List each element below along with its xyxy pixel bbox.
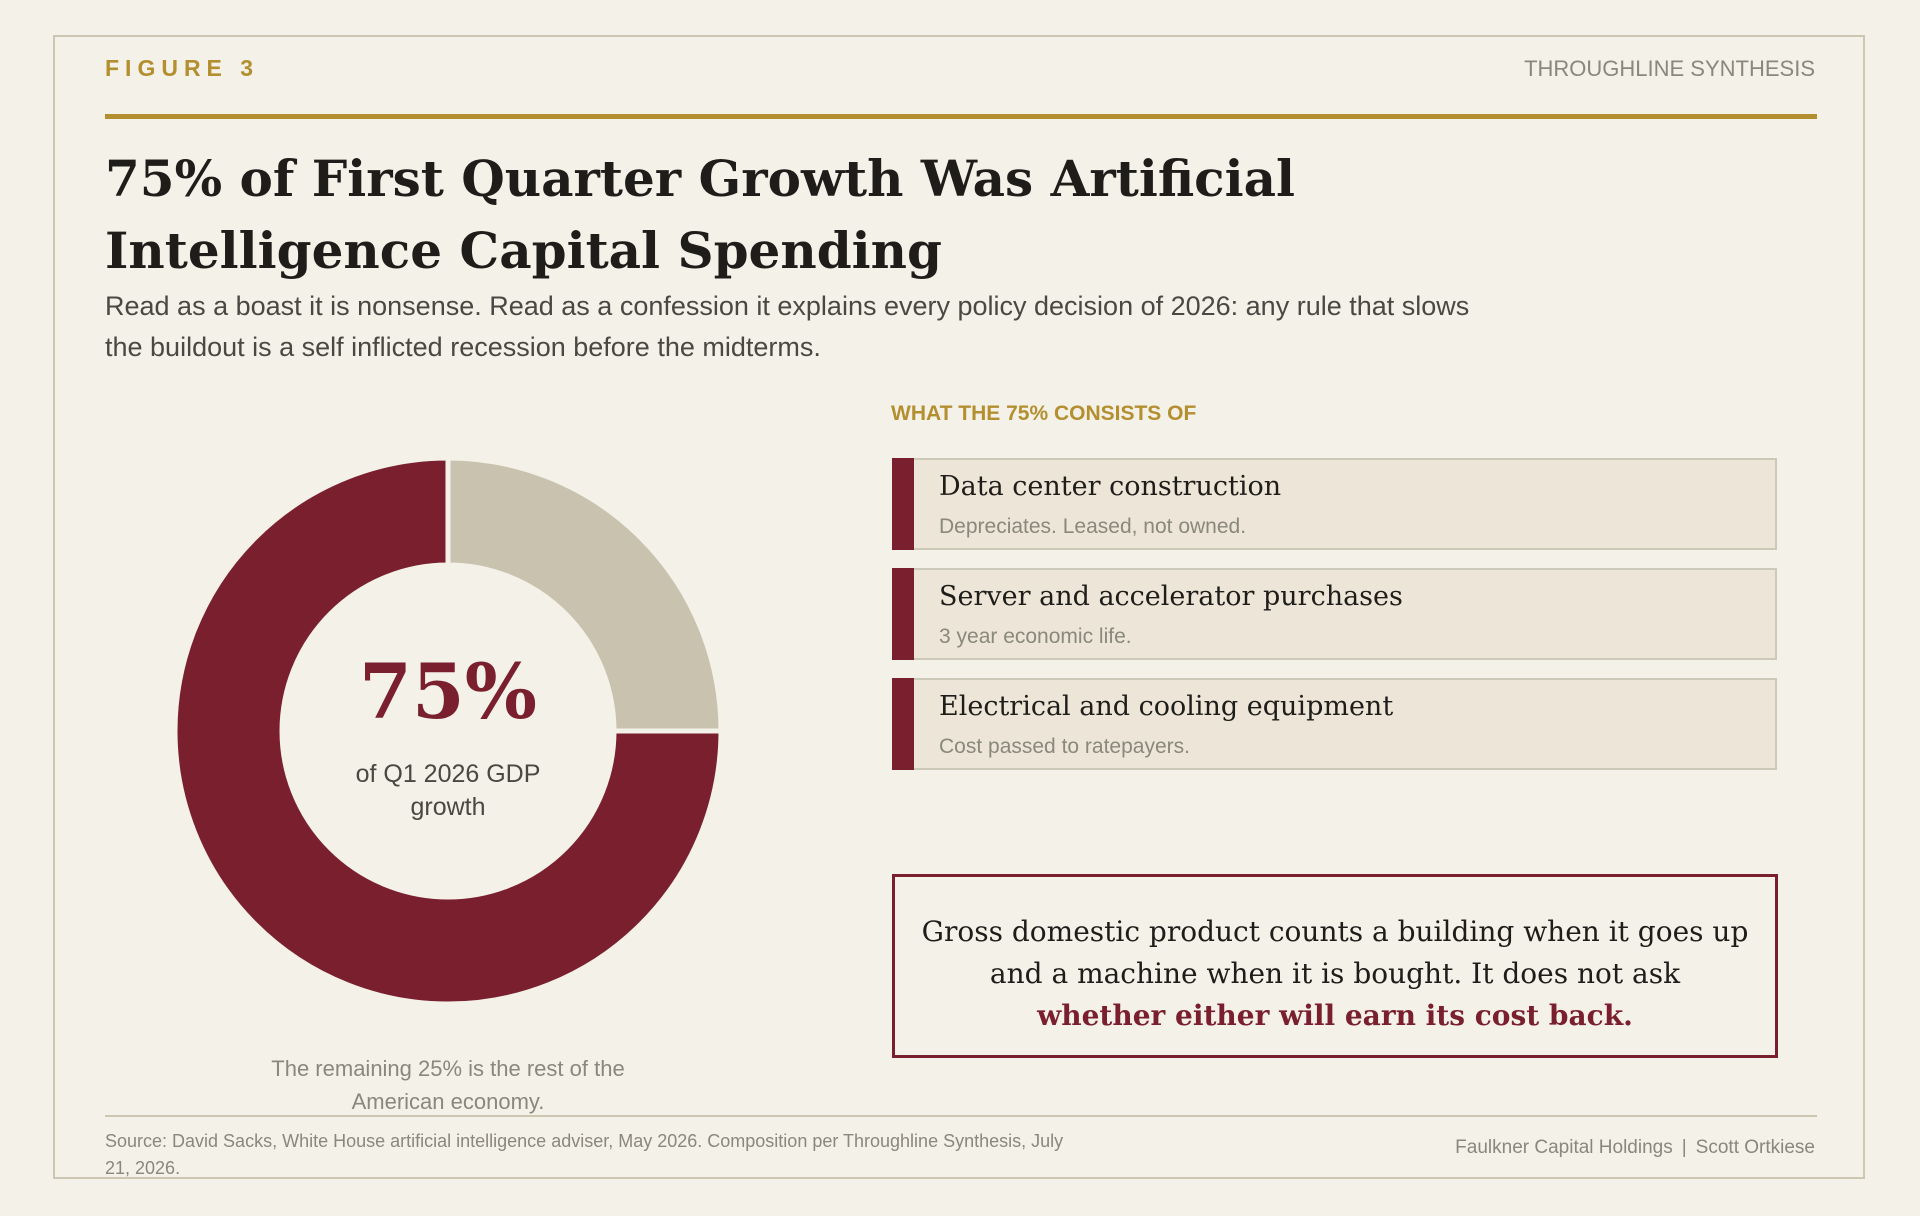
item-note: 3 year economic life.	[939, 625, 1132, 648]
center-value: 75%	[359, 647, 537, 736]
org-name: Faulkner Capital Holdings	[1455, 1137, 1673, 1158]
item-accent-bar	[892, 568, 914, 660]
item-note: Depreciates. Leased, not owned.	[939, 515, 1247, 538]
header-rule	[105, 114, 1817, 119]
item-accent-bar	[892, 458, 914, 550]
figure-label: FIGURE 3	[105, 55, 260, 81]
donut-chart: 75% of Q1 2026 GDP growth	[175, 458, 721, 1004]
footer-rule	[105, 1115, 1817, 1117]
composition-label: WHAT THE 75% CONSISTS OF	[891, 402, 1197, 425]
chart-subtitle: Read as a boast it is nonsense. Read as …	[105, 291, 1470, 362]
donut-svg	[175, 458, 721, 1004]
author-name: Scott Ortkiese	[1695, 1137, 1815, 1158]
quote-emphasis: whether either will earn its cost back.	[1037, 999, 1633, 1032]
donut-slice-rest-of-economy	[445, 458, 721, 734]
brand-name: THROUGHLINE SYNTHESIS	[1524, 56, 1815, 81]
composition-item: Server and accelerator purchases 3 year …	[892, 568, 1777, 660]
source-note: Source: David Sacks, White House artific…	[105, 1131, 1064, 1178]
quote-text: Gross domestic product counts a building…	[895, 911, 1775, 1037]
item-title: Electrical and cooling equipment	[939, 691, 1394, 722]
center-caption: of Q1 2026 GDP growth	[355, 760, 541, 821]
composition-item: Electrical and cooling equipment Cost pa…	[892, 678, 1777, 770]
item-title: Server and accelerator purchases	[939, 581, 1403, 612]
credit-separator: |	[1681, 1137, 1687, 1158]
quote-body: Gross domestic product counts a building…	[921, 915, 1749, 990]
figure-frame	[53, 35, 1865, 1179]
remainder-note: The remaining 25% is the rest of the Ame…	[271, 1056, 625, 1114]
item-note: Cost passed to ratepayers.	[939, 735, 1190, 758]
quote-box: Gross domestic product counts a building…	[892, 874, 1778, 1058]
donut-slice-ai-spending	[175, 458, 721, 1004]
composition-item: Data center construction Depreciates. Le…	[892, 458, 1777, 550]
credit-line: Faulkner Capital Holdings | Scott Ortkiese	[1455, 1137, 1815, 1159]
item-title: Data center construction	[939, 471, 1282, 502]
chart-title: 75% of First Quarter Growth Was Artifici…	[105, 149, 1296, 280]
item-accent-bar	[892, 678, 914, 770]
